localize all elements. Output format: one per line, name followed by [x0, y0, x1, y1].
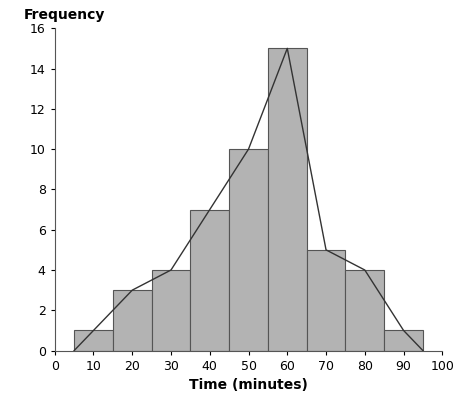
Bar — [190, 210, 229, 351]
Text: Frequency: Frequency — [24, 8, 105, 22]
Bar — [229, 149, 268, 351]
Bar — [74, 330, 113, 351]
Bar — [383, 330, 422, 351]
Bar — [345, 270, 383, 351]
Bar — [306, 250, 345, 351]
Bar — [113, 290, 151, 351]
Bar — [268, 48, 306, 351]
X-axis label: Time (minutes): Time (minutes) — [189, 378, 307, 392]
Bar — [151, 270, 190, 351]
